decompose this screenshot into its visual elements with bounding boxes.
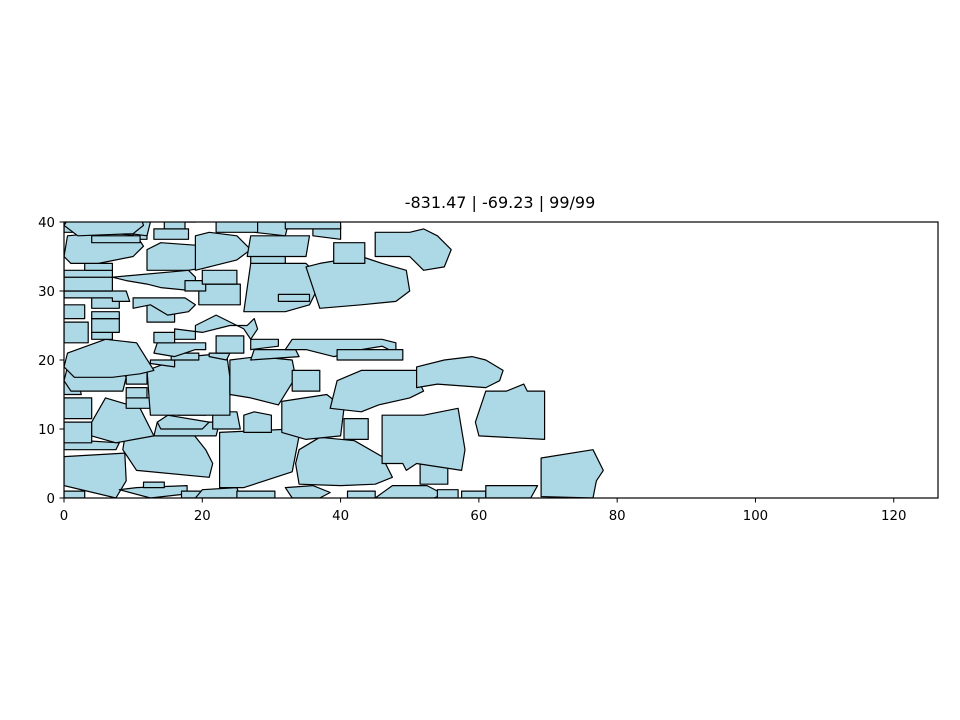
chart-title: -831.47 | -69.23 | 99/99 (405, 193, 596, 212)
piece-26 (243, 411, 272, 433)
x-tick-label-120: 120 (881, 509, 906, 524)
piece-88 (119, 201, 140, 211)
piece-90 (174, 222, 196, 223)
x-axis: 0 20 40 60 80 100 120 (60, 498, 906, 524)
piece-21 (64, 397, 93, 420)
piece-95 (215, 222, 259, 233)
piece-67 (333, 242, 366, 264)
x-tick-label-100: 100 (743, 509, 768, 524)
piece-54 (153, 331, 176, 344)
piece-91 (163, 222, 186, 230)
piece-87 (85, 201, 120, 211)
piece-12 (485, 485, 539, 498)
piece-7 (284, 485, 331, 498)
piece-45 (250, 349, 300, 361)
piece-79 (153, 228, 190, 240)
piece-16 (219, 428, 300, 489)
piece-97 (64, 222, 145, 237)
piece-47 (336, 349, 404, 361)
piece-84 (284, 222, 342, 230)
piece-48 (250, 338, 279, 351)
piece-38 (291, 369, 321, 392)
piece-94 (91, 235, 141, 244)
piece-70 (64, 269, 114, 278)
piece-11 (461, 490, 487, 498)
piece-6 (236, 490, 276, 498)
x-tick-label-60: 60 (470, 509, 487, 524)
piece-10 (436, 489, 459, 498)
piece-41 (64, 338, 155, 378)
piece-53 (91, 318, 120, 333)
piece-74 (111, 269, 196, 292)
piece-8 (346, 490, 376, 498)
piece-24 (156, 414, 210, 430)
piece-46 (284, 338, 397, 358)
x-tick-label-80: 80 (609, 509, 626, 524)
piece-32 (125, 387, 148, 399)
piece-68 (374, 228, 452, 271)
piece-78 (246, 235, 311, 258)
piece-9 (374, 485, 445, 498)
piece-3 (142, 481, 165, 489)
piece-2 (118, 485, 188, 498)
piece-77 (194, 231, 252, 271)
y-tick-label-0: 0 (47, 492, 55, 507)
piece-89 (144, 205, 168, 215)
y-tick-label-30: 30 (38, 285, 55, 300)
piece-58 (91, 311, 120, 320)
piece-1 (64, 452, 127, 498)
x-tick-label-0: 0 (60, 509, 68, 524)
piece-20 (64, 421, 93, 444)
piece-76 (201, 269, 238, 285)
piece-85 (64, 222, 86, 223)
piece-28 (343, 418, 369, 440)
piece-17 (295, 436, 393, 487)
piece-55 (174, 314, 259, 340)
y-tick-label-20: 20 (38, 354, 55, 369)
x-tick-label-40: 40 (332, 509, 349, 524)
piece-65 (277, 293, 311, 302)
piece-69 (64, 276, 114, 292)
piece-82 (253, 222, 290, 237)
piece-0 (64, 490, 86, 498)
piece-19 (381, 407, 466, 471)
piece-5 (194, 487, 241, 498)
piece-93 (147, 201, 168, 215)
piece-40 (416, 356, 504, 389)
piece-39 (329, 369, 425, 413)
piece-52 (91, 331, 114, 340)
piece-13 (540, 449, 604, 498)
piece-29 (474, 383, 546, 440)
y-axis: 0 10 20 30 40 (38, 216, 64, 507)
piece-61 (64, 290, 131, 302)
piece-37 (229, 356, 297, 406)
y-tick-label-10: 10 (38, 423, 55, 438)
piece-60 (132, 297, 196, 316)
piece-71 (84, 262, 114, 271)
piece-49 (215, 335, 245, 354)
pieces-layer (64, 201, 604, 498)
y-tick-label-40: 40 (38, 216, 55, 231)
piece-57 (64, 304, 86, 320)
piece-51 (64, 321, 89, 344)
piece-25 (212, 411, 241, 430)
piece-66 (305, 255, 411, 309)
x-tick-label-20: 20 (194, 509, 211, 524)
